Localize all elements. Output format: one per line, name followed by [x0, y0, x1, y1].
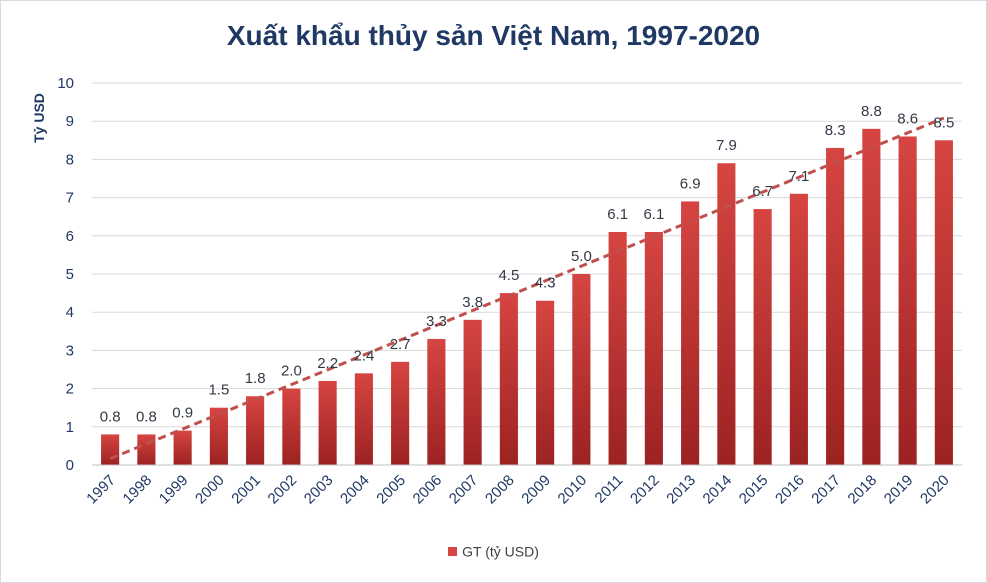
x-tick-label: 2018 [845, 472, 881, 508]
x-tick-label: 2004 [337, 472, 373, 508]
bar [898, 136, 917, 466]
bar [173, 430, 192, 465]
data-label: 2.2 [317, 355, 338, 372]
bar [789, 193, 808, 465]
bar [644, 231, 663, 465]
x-tick-label: 1998 [120, 472, 156, 508]
x-tick-label: 2020 [917, 472, 953, 508]
data-label: 3.3 [426, 313, 447, 330]
y-tick-label: 5 [66, 266, 74, 283]
data-label: 0.8 [100, 408, 121, 425]
x-tick-label: 2019 [881, 472, 917, 508]
trendline [109, 116, 945, 461]
data-label: 6.9 [680, 175, 701, 192]
x-tick-label: 2001 [228, 472, 264, 508]
bar [717, 163, 736, 465]
bar [427, 338, 446, 465]
x-tick-label: 1999 [156, 472, 192, 508]
data-label: 7.1 [788, 168, 809, 185]
x-tick-label: 2011 [592, 472, 627, 507]
x-tick-label: 2003 [301, 472, 337, 508]
bar [246, 396, 265, 465]
bar [209, 407, 228, 465]
bar [608, 231, 627, 465]
y-tick-label: 8 [66, 151, 74, 168]
bar [572, 274, 591, 465]
data-label: 0.8 [136, 408, 157, 425]
x-tick-label: 2017 [808, 472, 844, 508]
data-label: 3.8 [462, 294, 483, 311]
x-tick-label: 2006 [410, 472, 446, 508]
bar [536, 300, 555, 465]
data-label: 8.8 [861, 103, 882, 120]
y-tick-label: 4 [66, 304, 74, 321]
bar [101, 434, 120, 465]
data-label: 8.5 [933, 114, 954, 131]
data-label: 2.7 [390, 336, 411, 353]
bar [282, 388, 301, 465]
legend: GT (tỷ USD) [0, 542, 987, 559]
x-tick-label: 2000 [192, 472, 228, 508]
x-tick-label: 2009 [518, 472, 554, 508]
y-tick-label: 3 [66, 342, 74, 359]
bar [463, 319, 482, 465]
bar [826, 147, 845, 465]
data-label: 8.3 [825, 122, 846, 139]
legend-label: GT (tỷ USD) [462, 543, 539, 560]
data-label: 8.6 [897, 110, 918, 127]
bar [681, 201, 700, 466]
bar [391, 361, 410, 465]
y-tick-label: 6 [66, 228, 74, 245]
y-tick-label: 2 [66, 381, 74, 398]
x-tick-label: 2015 [736, 472, 772, 508]
data-label: 6.1 [643, 206, 664, 223]
bar [753, 209, 772, 465]
y-tick-label: 1 [66, 419, 74, 436]
x-tick-label: 2008 [482, 472, 518, 508]
x-tick-label: 2013 [663, 472, 699, 508]
x-tick-label: 2005 [373, 472, 409, 508]
legend-swatch [448, 546, 458, 556]
y-axis-title: Tỷ USD [31, 93, 47, 143]
data-label: 0.9 [172, 405, 193, 422]
y-tick-label: 0 [66, 457, 74, 474]
data-label: 6.7 [752, 183, 773, 200]
y-tick-label: 9 [66, 113, 74, 130]
y-tick-label: 7 [66, 190, 74, 207]
x-tick-label: 2007 [446, 472, 482, 508]
data-label: 4.5 [498, 267, 519, 284]
x-tick-label: 2010 [555, 472, 591, 508]
data-label: 7.9 [716, 137, 737, 154]
data-label: 1.8 [245, 370, 266, 387]
bar [354, 373, 373, 465]
data-label: 2.0 [281, 363, 302, 380]
x-tick-label: 2016 [772, 472, 808, 508]
x-tick-label: 1997 [83, 472, 119, 508]
data-label: 4.3 [535, 275, 556, 292]
bar [499, 293, 518, 465]
x-tick-label: 2014 [700, 472, 736, 508]
data-label: 5.0 [571, 248, 592, 265]
data-label: 1.5 [208, 382, 229, 399]
bar [862, 128, 881, 465]
chart-title: Xuất khẩu thủy sản Việt Nam, 1997-2020 [226, 20, 761, 51]
x-tick-label: 2002 [265, 472, 301, 508]
data-label: 2.4 [353, 347, 374, 364]
y-tick-label: 10 [57, 75, 74, 92]
bar [934, 140, 953, 466]
bar [318, 380, 337, 465]
x-tick-label: 2012 [627, 472, 663, 508]
data-label: 6.1 [607, 206, 628, 223]
bar [137, 434, 156, 465]
